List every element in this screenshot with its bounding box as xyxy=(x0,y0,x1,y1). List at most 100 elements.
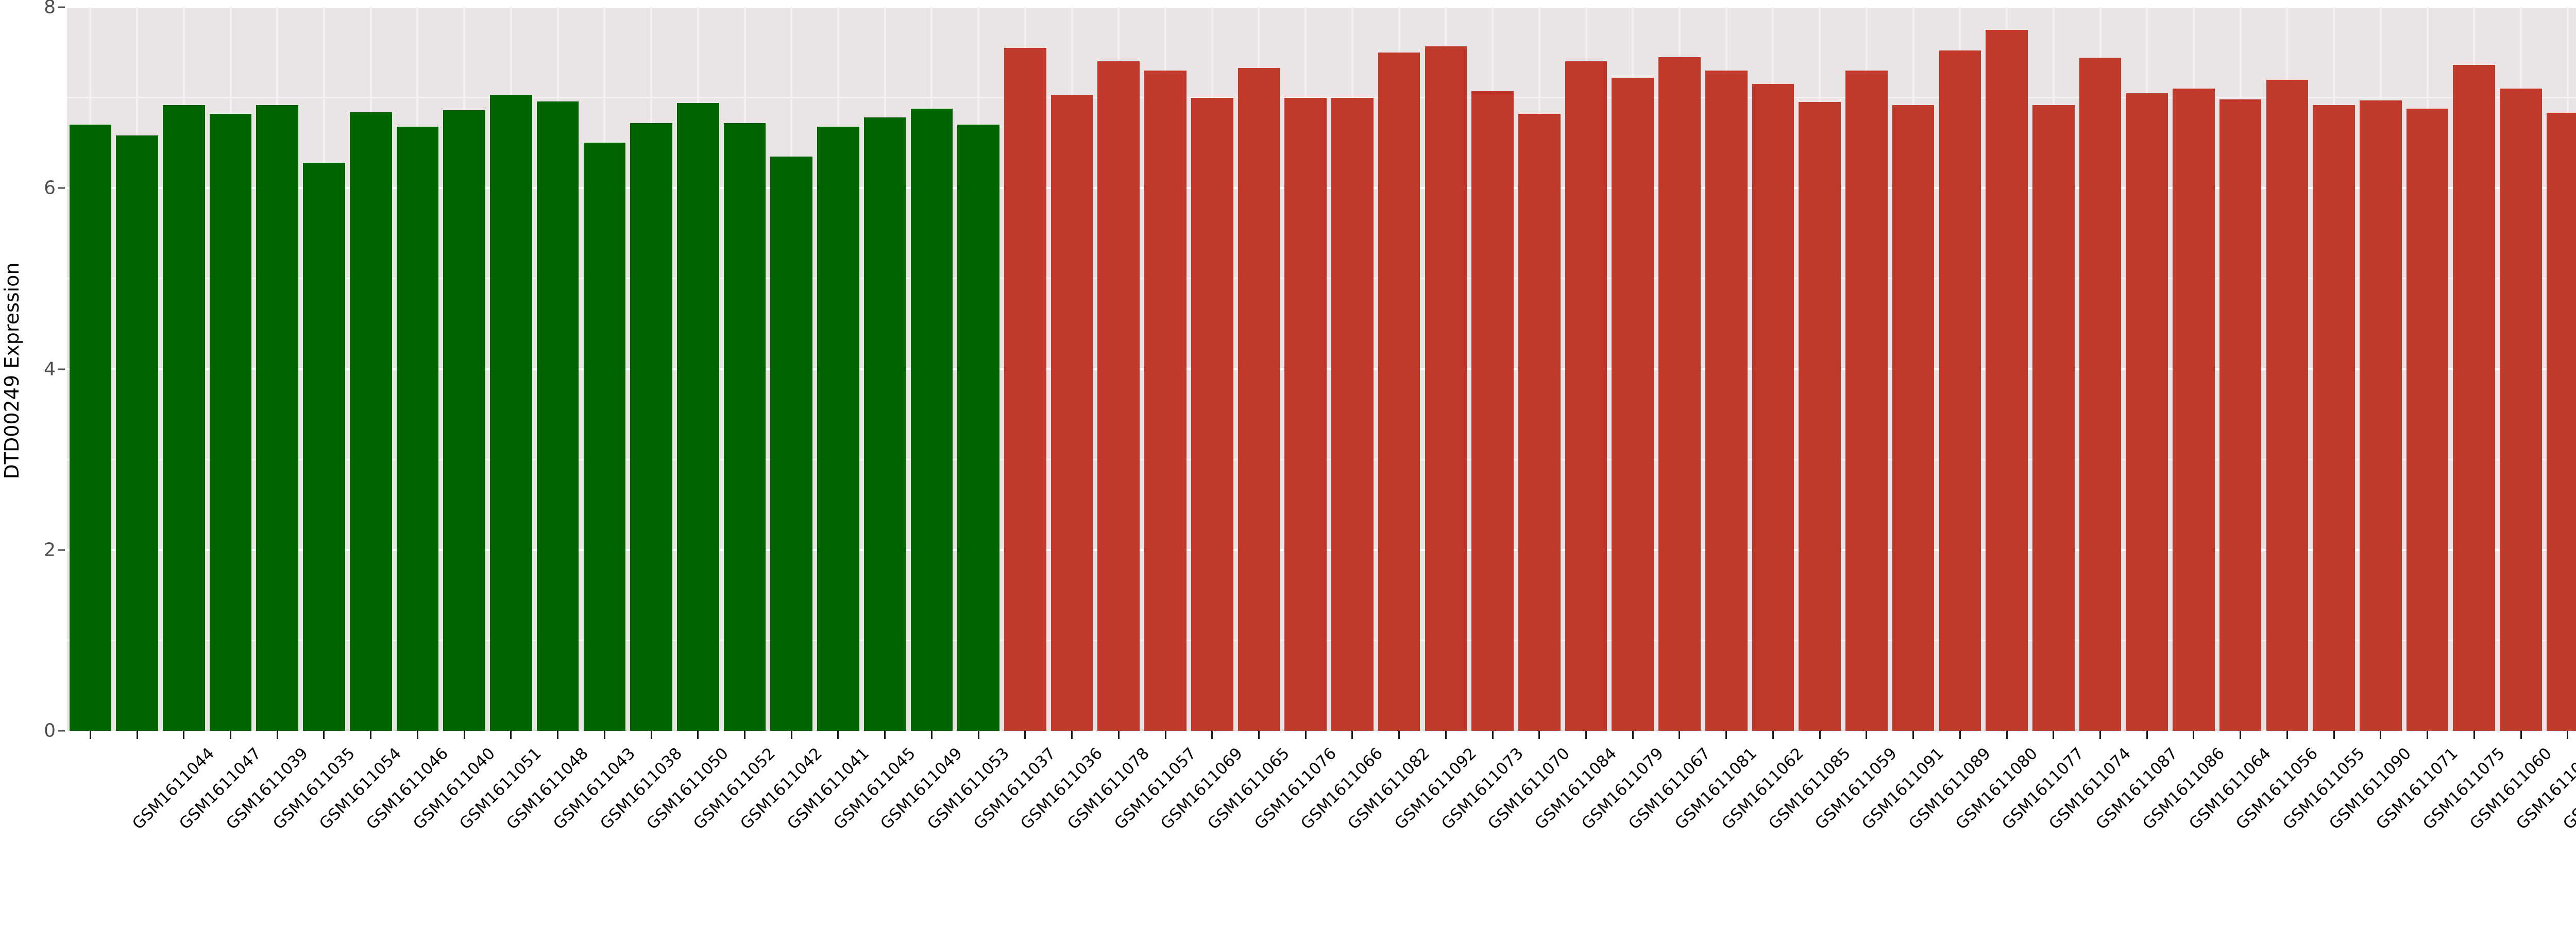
x-axis-tick-label: GSM1611042 xyxy=(736,744,826,833)
x-axis-tick-mark xyxy=(136,731,138,739)
x-axis-tick-label: GSM1611089 xyxy=(1905,744,1994,833)
x-axis-tick-mark xyxy=(463,731,465,739)
x-axis-tick-label: GSM1611082 xyxy=(1344,744,1434,833)
x-axis-tick-mark xyxy=(697,731,699,739)
bar[interactable] xyxy=(1378,52,1420,731)
bar[interactable] xyxy=(116,135,158,731)
bar[interactable] xyxy=(630,123,672,731)
bar[interactable] xyxy=(69,125,112,731)
x-axis-tick-mark xyxy=(370,731,372,739)
x-axis-tick-label: GSM1611056 xyxy=(2232,744,2321,833)
x-axis-tick-label: GSM1611041 xyxy=(783,744,873,833)
x-axis-tick-label: GSM1611076 xyxy=(1250,744,1340,833)
bar[interactable] xyxy=(1752,84,1794,731)
bar[interactable] xyxy=(1658,57,1701,731)
bar[interactable] xyxy=(256,105,299,731)
bar[interactable] xyxy=(1284,97,1327,731)
bar[interactable] xyxy=(209,114,252,731)
bar[interactable] xyxy=(1191,97,1233,731)
bar[interactable] xyxy=(2546,113,2576,731)
bar[interactable] xyxy=(396,126,439,731)
bar[interactable] xyxy=(723,123,766,731)
x-axis-tick-mark xyxy=(1585,731,1587,739)
x-axis-tick-mark xyxy=(1117,731,1120,739)
bar[interactable] xyxy=(1004,48,1046,731)
bar[interactable] xyxy=(817,126,859,731)
x-axis-tick-label: GSM1611040 xyxy=(409,744,499,833)
bar[interactable] xyxy=(1986,29,2028,731)
bar[interactable] xyxy=(2173,89,2215,731)
x-axis-tick-label: GSM1611080 xyxy=(1952,744,2041,833)
x-axis-tick-label: GSM1611057 xyxy=(1110,744,1200,833)
x-axis-tick-mark xyxy=(1211,731,1213,739)
bar[interactable] xyxy=(2032,105,2075,731)
x-axis-tick-label: GSM1611084 xyxy=(1531,744,1621,833)
bar[interactable] xyxy=(910,108,953,731)
y-axis-tick-mark xyxy=(58,6,65,8)
bar[interactable] xyxy=(770,156,813,731)
bar[interactable] xyxy=(1471,91,1514,731)
x-axis-tick-label: GSM1611069 xyxy=(1157,744,1247,833)
bar[interactable] xyxy=(2266,79,2309,731)
x-axis-tick-mark xyxy=(2006,731,2008,739)
bar[interactable] xyxy=(583,143,626,731)
bar[interactable] xyxy=(349,112,392,731)
bar[interactable] xyxy=(1565,61,1607,731)
x-axis-tick-mark xyxy=(1398,731,1400,739)
x-axis-tick-mark xyxy=(2240,731,2242,739)
bar[interactable] xyxy=(863,117,906,731)
bar[interactable] xyxy=(2079,58,2122,731)
x-axis-tick-mark xyxy=(510,731,512,739)
bar[interactable] xyxy=(676,103,719,731)
bar[interactable] xyxy=(1799,102,1841,731)
bar[interactable] xyxy=(490,95,532,731)
bar[interactable] xyxy=(1050,95,1093,731)
bar[interactable] xyxy=(2219,99,2262,731)
x-axis-tick-mark xyxy=(2146,731,2148,739)
x-axis-tick-mark xyxy=(1164,731,1166,739)
bar[interactable] xyxy=(536,101,579,731)
bar[interactable] xyxy=(303,163,345,731)
x-axis-tick-label: GSM1611035 xyxy=(269,744,359,833)
x-axis-tick-mark xyxy=(1679,731,1681,739)
bar[interactable] xyxy=(1097,61,1140,731)
x-axis-tick-label: GSM1611052 xyxy=(690,744,779,833)
bar[interactable] xyxy=(1612,78,1654,731)
x-axis-tick-mark xyxy=(790,731,792,739)
x-axis-tick-mark xyxy=(2193,731,2195,739)
bar[interactable] xyxy=(2500,89,2542,731)
bar[interactable] xyxy=(957,125,999,731)
y-axis-tick-mark xyxy=(58,549,65,551)
x-axis-tick-label: GSM1611078 xyxy=(1063,744,1153,833)
bar[interactable] xyxy=(1845,70,1888,731)
bar[interactable] xyxy=(1238,67,1280,731)
bar[interactable] xyxy=(443,110,485,731)
x-axis-tick-label: GSM1611038 xyxy=(596,744,686,833)
x-axis-tick-mark xyxy=(1866,731,1868,739)
x-axis-tick-label: GSM1611074 xyxy=(2045,744,2135,833)
x-axis-tick-label: GSM1611081 xyxy=(1671,744,1761,833)
bar[interactable] xyxy=(1331,97,1374,731)
x-axis-tick-label: GSM1611073 xyxy=(1437,744,1527,833)
bar[interactable] xyxy=(1425,46,1467,731)
bar[interactable] xyxy=(2406,108,2449,731)
bar[interactable] xyxy=(1705,70,1748,731)
bar[interactable] xyxy=(2126,93,2168,731)
x-axis-tick-mark xyxy=(1071,731,1073,739)
bar[interactable] xyxy=(1939,50,1981,731)
x-axis-tick-mark xyxy=(323,731,325,739)
x-axis-tick-label: GSM1611043 xyxy=(549,744,639,833)
bar[interactable] xyxy=(2313,105,2355,731)
bar[interactable] xyxy=(2360,100,2402,731)
x-axis-tick-mark xyxy=(1445,731,1447,739)
bar[interactable] xyxy=(1518,114,1561,731)
bar[interactable] xyxy=(1144,70,1187,731)
bar[interactable] xyxy=(1892,105,1935,731)
bar[interactable] xyxy=(2453,65,2496,731)
bar[interactable] xyxy=(162,105,205,731)
x-axis-tick-label: GSM1611059 xyxy=(1811,744,1901,833)
x-axis-tick-label: GSM1611046 xyxy=(363,744,452,833)
x-axis-tick-mark xyxy=(1725,731,1727,739)
x-axis-tick-label: GSM1611049 xyxy=(877,744,966,833)
